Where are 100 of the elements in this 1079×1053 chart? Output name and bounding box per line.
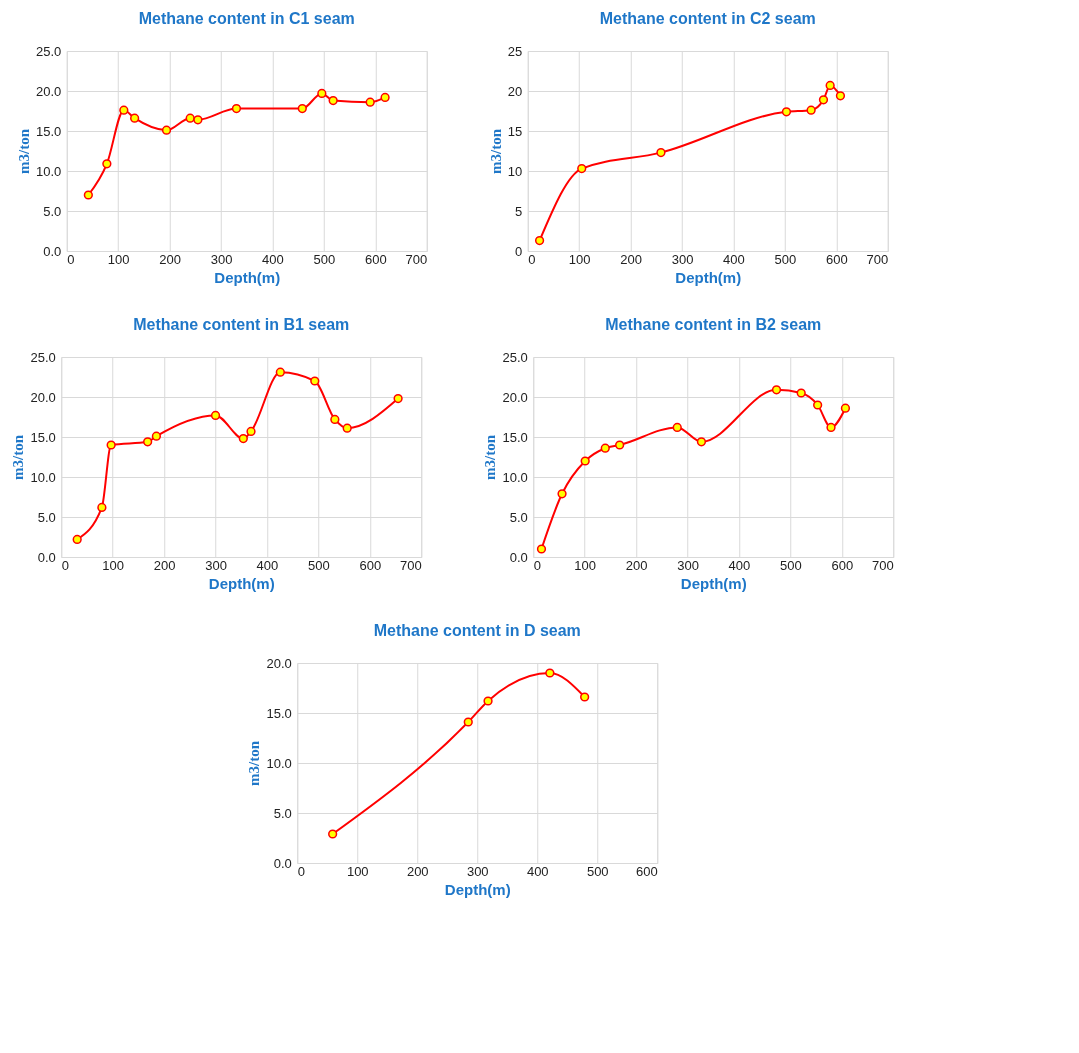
y-tick-label: 5.0 — [273, 805, 292, 821]
point — [246, 426, 256, 437]
point — [238, 433, 248, 444]
point — [151, 431, 162, 441]
point — [393, 393, 403, 404]
x-tick-label: 200 — [625, 557, 648, 573]
point — [835, 91, 846, 101]
x-tick-label: 0 — [67, 251, 75, 267]
y-axis-title: m3/ton — [10, 434, 27, 480]
y-tick-label: 15.0 — [30, 429, 56, 445]
y-tick-label: 10.0 — [266, 755, 292, 771]
point — [840, 403, 851, 413]
y-tick-label: 20.0 — [35, 83, 62, 99]
point — [102, 159, 112, 169]
chart-title: Methane content in D seam — [373, 622, 581, 639]
point — [317, 88, 327, 99]
x-axis-title: Depth(m) — [675, 268, 742, 286]
x-tick-label: 300 — [210, 251, 233, 267]
point — [826, 422, 836, 433]
x-tick-label: 400 — [262, 251, 284, 267]
y-tick-label: 20.0 — [266, 655, 292, 671]
y-tick-label: 20 — [507, 83, 523, 99]
point — [365, 97, 375, 107]
point — [781, 107, 792, 117]
point — [72, 534, 82, 545]
y-tick-label: 25 — [507, 43, 523, 59]
point — [600, 443, 610, 453]
point — [310, 376, 320, 386]
chart-title: Methane content in C1 seam — [138, 10, 355, 27]
chart-title: Methane content in B2 seam — [605, 316, 822, 333]
x-axis-title: Depth(m) — [444, 880, 511, 898]
y-tick-label: 20.0 — [502, 389, 528, 405]
x-tick-label: 400 — [723, 251, 745, 267]
y-axis-title: m3/ton — [246, 740, 263, 786]
point — [557, 489, 567, 499]
point — [813, 400, 823, 410]
point — [97, 502, 107, 513]
x-tick-label: 500 — [308, 557, 330, 573]
y-tick-label: 0.0 — [37, 549, 56, 565]
point — [656, 147, 666, 158]
x-tick-label: 700 — [866, 251, 889, 267]
y-tick-label: 10.0 — [35, 163, 62, 179]
point — [806, 105, 816, 115]
point — [328, 829, 338, 839]
y-tick-label: 5.0 — [37, 509, 56, 525]
point — [193, 115, 203, 125]
y-tick-label: 10 — [507, 163, 523, 179]
point — [83, 190, 93, 200]
x-axis-title: Depth(m) — [680, 574, 747, 592]
point — [818, 95, 829, 105]
y-axis-title: m3/ton — [482, 434, 499, 480]
point — [771, 385, 782, 395]
x-tick-label: 200 — [153, 557, 176, 573]
point — [672, 422, 682, 433]
point — [185, 113, 195, 123]
point — [130, 113, 140, 123]
y-tick-label: 25.0 — [35, 43, 62, 59]
point — [328, 95, 338, 106]
x-tick-label: 0 — [297, 863, 305, 879]
point — [580, 692, 590, 702]
chart-title: Methane content in C2 seam — [599, 10, 816, 27]
x-tick-label: 400 — [256, 557, 279, 573]
x-tick-label: 400 — [526, 863, 549, 879]
y-tick-label: 15.0 — [35, 123, 62, 139]
point — [483, 696, 493, 706]
point — [615, 440, 625, 450]
x-tick-label: 100 — [574, 557, 597, 573]
x-tick-label: 600 — [636, 863, 658, 879]
x-tick-label: 600 — [831, 557, 854, 573]
y-tick-label: 5.0 — [43, 203, 62, 219]
point — [825, 80, 835, 91]
point — [297, 103, 307, 114]
point — [463, 717, 473, 727]
x-tick-label: 500 — [313, 251, 336, 267]
y-axis-title: m3/ton — [487, 128, 504, 174]
x-tick-label: 600 — [364, 251, 387, 267]
y-tick-label: 5.0 — [509, 509, 528, 525]
point — [534, 235, 545, 246]
x-tick-label: 500 — [774, 251, 797, 267]
point — [580, 456, 590, 466]
y-tick-label: 15.0 — [266, 705, 292, 721]
x-tick-label: 500 — [586, 863, 609, 879]
x-tick-label: 300 — [205, 557, 227, 573]
x-tick-label: 300 — [677, 557, 699, 573]
y-tick-label: 25.0 — [502, 349, 528, 365]
y-tick-label: 15.0 — [502, 429, 528, 445]
x-tick-label: 100 — [107, 251, 130, 267]
point — [161, 125, 172, 135]
x-tick-label: 700 — [872, 557, 894, 573]
x-tick-label: 100 — [568, 251, 591, 267]
point — [380, 92, 390, 103]
point — [577, 163, 587, 174]
point — [143, 437, 153, 447]
y-axis-title: m3/ton — [15, 128, 32, 174]
point — [536, 544, 547, 554]
x-tick-label: 200 — [159, 251, 181, 267]
y-tick-label: 10.0 — [502, 469, 528, 485]
x-tick-label: 100 — [346, 863, 369, 879]
y-tick-label: 10.0 — [30, 469, 56, 485]
y-tick-label: 15 — [507, 123, 523, 139]
